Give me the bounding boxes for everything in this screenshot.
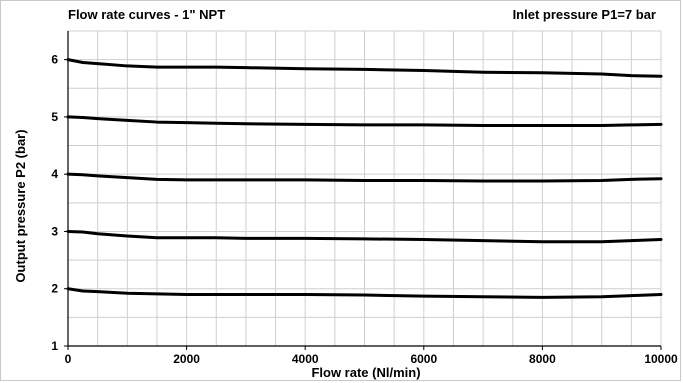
chart-subtitle: Inlet pressure P1=7 bar: [512, 7, 656, 22]
x-tick-label: 8000: [529, 352, 556, 366]
y-axis-title: Output pressure P2 (bar): [13, 129, 28, 282]
chart-title: Flow rate curves - 1" NPT: [68, 7, 226, 22]
y-tick-label: 1: [51, 339, 58, 353]
series-line-4: [66, 229, 663, 244]
series-line-2: [66, 115, 663, 127]
y-tick-label: 3: [51, 224, 58, 238]
x-axis-title: Flow rate (Nl/min): [311, 365, 420, 380]
y-tick-label: 2: [51, 282, 58, 296]
series-line-1: [66, 58, 663, 78]
y-tick-label: 6: [51, 53, 58, 67]
axes: [64, 31, 662, 350]
x-tick-label: 4000: [292, 352, 319, 366]
x-tick-label: 10000: [644, 352, 678, 366]
series-line-3: [66, 172, 663, 183]
y-tick-label: 5: [51, 110, 58, 124]
grid: [68, 30, 662, 346]
x-tick-label: 6000: [410, 352, 437, 366]
x-tick-label: 0: [65, 352, 72, 366]
tick-labels: 0 2000 4000 6000 8000 10000 1 2 3 4 5 6: [51, 53, 678, 366]
series-line-5: [66, 287, 663, 299]
series-lines: [66, 58, 663, 299]
x-tick-label: 2000: [173, 352, 200, 366]
y-tick-label: 4: [51, 167, 58, 181]
